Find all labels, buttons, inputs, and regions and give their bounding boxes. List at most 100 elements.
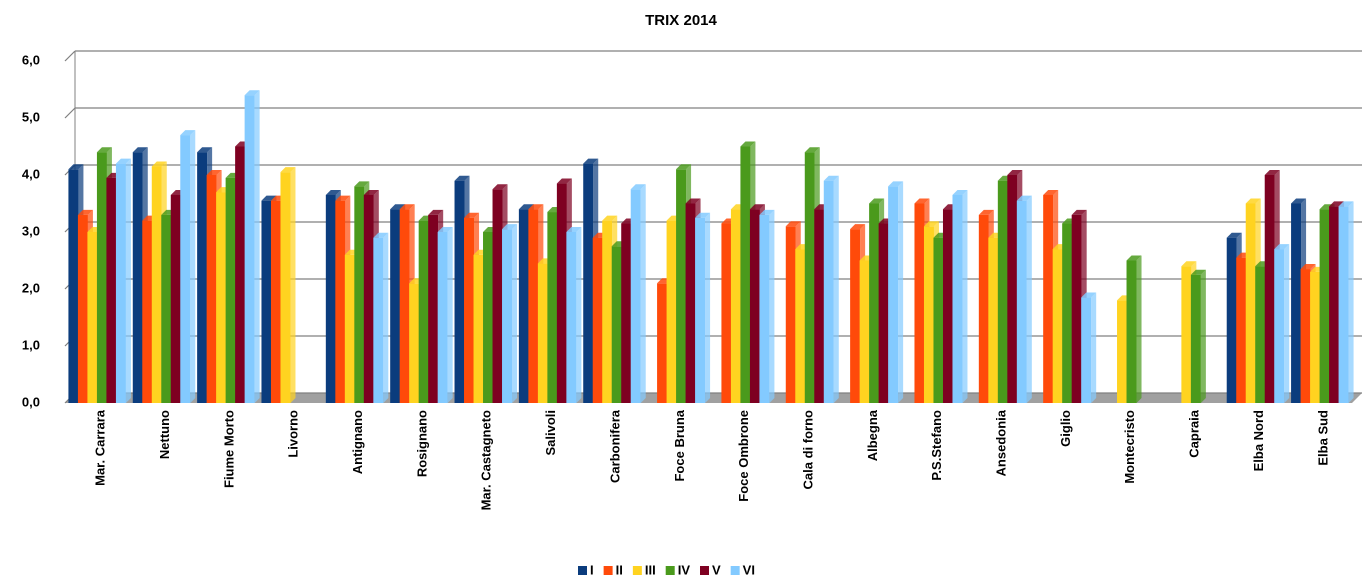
bar-side [640, 184, 646, 403]
bar-side [1348, 201, 1354, 403]
bar [1181, 266, 1192, 403]
bar-side [833, 175, 839, 403]
bar [537, 263, 548, 403]
bar-side [254, 90, 260, 403]
bar [1245, 203, 1256, 403]
bar [151, 166, 162, 403]
bar-top [354, 181, 370, 187]
legend-label: VI [743, 562, 755, 577]
bar [556, 183, 567, 403]
bar [1274, 249, 1285, 403]
bar-side [1284, 244, 1290, 403]
bar-top [740, 141, 756, 147]
bar-top [437, 227, 453, 232]
bar [454, 180, 465, 403]
bar [583, 163, 594, 403]
bar [1016, 200, 1027, 403]
bar [859, 260, 870, 403]
bar [566, 232, 577, 403]
bar [96, 152, 107, 403]
bar-top [888, 181, 904, 187]
floor [65, 393, 1362, 403]
bar [437, 232, 448, 403]
bar [730, 209, 741, 403]
bar [216, 192, 227, 403]
bar-top [206, 170, 222, 175]
grid-tick [64, 50, 76, 62]
legend-swatch [665, 566, 675, 575]
bar-top [1071, 209, 1087, 215]
bar [180, 135, 191, 403]
bar [325, 194, 336, 403]
x-tick-label: Capraia [1187, 409, 1202, 457]
bar-side [769, 209, 775, 403]
bar-top [280, 167, 296, 173]
bar-top [583, 158, 599, 164]
bar-side [576, 227, 582, 403]
bar [409, 283, 420, 403]
bar-top [1190, 269, 1206, 275]
bar [528, 209, 539, 403]
x-tick-label: Elba Sud [1315, 410, 1330, 466]
bar [399, 209, 410, 403]
bar [1319, 209, 1330, 403]
bar-top [1264, 170, 1280, 175]
bar [547, 212, 558, 403]
bar [942, 209, 953, 403]
y-tick-label: 3,0 [22, 223, 40, 238]
bar-top [978, 209, 994, 215]
bar-side [447, 227, 453, 403]
bar [77, 214, 88, 403]
bar [373, 237, 384, 403]
bar-top [399, 204, 415, 210]
bar [988, 237, 999, 403]
bar-top [1338, 201, 1354, 207]
bar-top [676, 164, 692, 170]
y-tick-label: 4,0 [22, 166, 40, 181]
bar-top [602, 215, 618, 221]
bar [666, 220, 677, 403]
bar-top [1226, 232, 1242, 238]
bar [225, 177, 236, 403]
bar [428, 214, 439, 403]
bar [914, 203, 925, 403]
bar-side [705, 212, 711, 403]
bar [161, 214, 172, 403]
bar [344, 254, 355, 403]
bar [354, 186, 365, 403]
bar [390, 209, 401, 403]
bar [142, 220, 153, 403]
legend-label: III [645, 562, 656, 577]
x-tick-label: Mar. Carrara [93, 409, 108, 486]
legend-label: I [590, 562, 594, 577]
x-tick-label: Elba Nord [1251, 410, 1266, 471]
bar-top [566, 227, 582, 232]
x-tick-label: Cala di forno [800, 410, 815, 490]
bar [592, 237, 603, 403]
x-tick-label: Mar. Castagneto [479, 410, 494, 510]
bar-top [1274, 244, 1290, 250]
bar [823, 180, 834, 403]
x-tick-label: Foce Bruna [672, 409, 687, 481]
bar [106, 177, 117, 403]
bar [483, 232, 494, 403]
bar-top [244, 90, 260, 96]
bar-top [850, 224, 866, 230]
bar [502, 229, 513, 403]
bar [804, 152, 815, 403]
bar [888, 186, 899, 403]
x-tick-label: Albegna [865, 409, 880, 461]
bar [418, 220, 429, 403]
x-tick-label: Salivoli [543, 410, 558, 456]
bar [814, 209, 825, 403]
bar [657, 283, 668, 403]
bar-side [1136, 255, 1142, 403]
bar-top [428, 209, 444, 215]
grid-tick [64, 107, 76, 119]
bar [1255, 266, 1266, 403]
bar [335, 200, 346, 403]
bar-top [1291, 198, 1307, 204]
bar [869, 203, 880, 403]
bar [685, 203, 696, 403]
bar-side [190, 130, 196, 403]
